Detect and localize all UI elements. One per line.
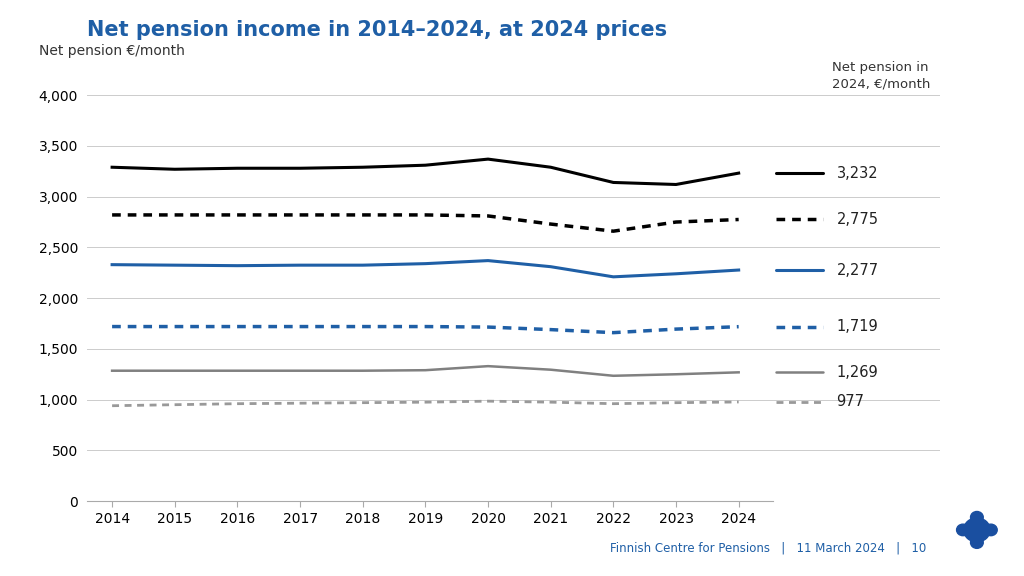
Circle shape	[956, 524, 970, 536]
Circle shape	[964, 518, 990, 542]
Circle shape	[984, 524, 997, 536]
Text: Net pension in
2024, €/month: Net pension in 2024, €/month	[831, 61, 930, 90]
Text: 3,232: 3,232	[837, 166, 879, 181]
Text: Net pension €/month: Net pension €/month	[39, 44, 185, 58]
Text: 2,277: 2,277	[837, 263, 879, 278]
Text: 2,775: 2,775	[837, 212, 879, 227]
Circle shape	[971, 511, 983, 523]
Text: Finnish Centre for Pensions   |   11 March 2024   |   10: Finnish Centre for Pensions | 11 March 2…	[610, 541, 927, 554]
Text: Net pension income in 2014–2024, at 2024 prices: Net pension income in 2014–2024, at 2024…	[87, 20, 668, 40]
Circle shape	[966, 507, 988, 528]
Text: 1,719: 1,719	[837, 319, 879, 334]
Circle shape	[979, 520, 1002, 540]
Text: 1,269: 1,269	[837, 365, 879, 380]
Circle shape	[971, 537, 983, 548]
Circle shape	[952, 508, 1001, 552]
Circle shape	[951, 520, 975, 540]
Circle shape	[966, 532, 988, 553]
Text: 977: 977	[837, 395, 864, 410]
